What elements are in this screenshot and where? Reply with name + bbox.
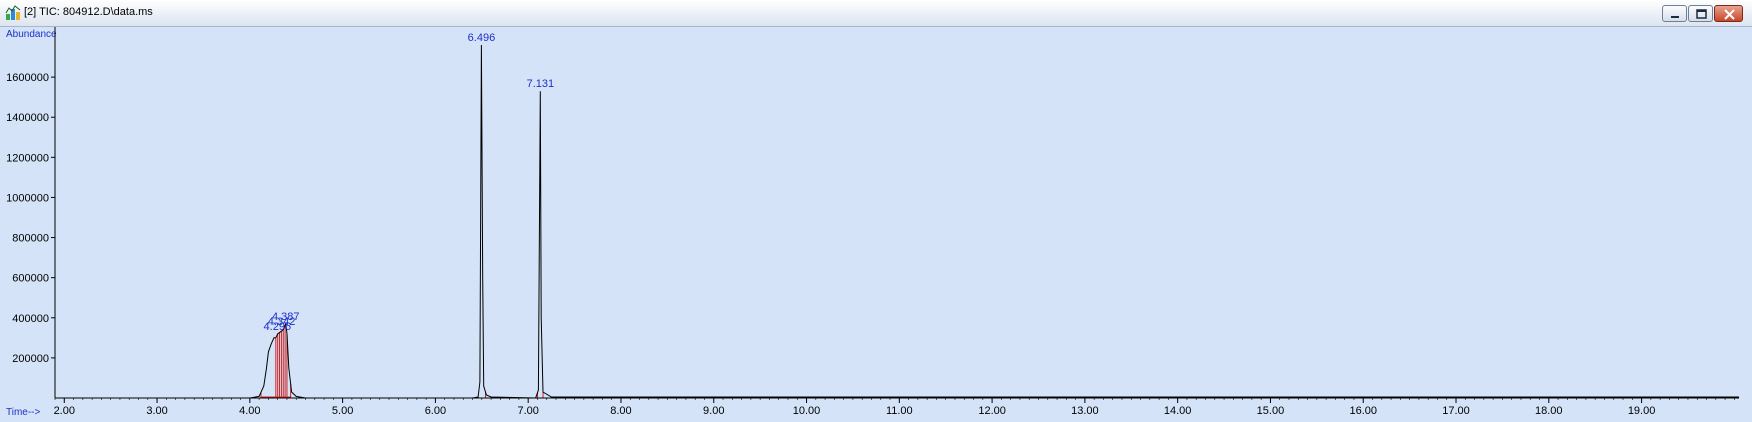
y-tick-label: 1000000 xyxy=(6,192,49,204)
x-tick-label: 8.00 xyxy=(610,405,631,417)
x-tick-label: 5.00 xyxy=(332,405,353,417)
x-tick-label: 7.00 xyxy=(517,405,538,417)
y-tick-label: 200000 xyxy=(12,353,49,365)
window-title: [2] TIC: 804912.D\data.ms xyxy=(24,6,153,18)
x-tick-label: 4.00 xyxy=(239,405,260,417)
title-bar[interactable]: [2] TIC: 804912.D\data.ms xyxy=(0,0,1752,27)
x-tick-label: 11.00 xyxy=(886,405,913,417)
y-tick-label: 800000 xyxy=(12,233,49,245)
restore-icon xyxy=(1696,9,1707,19)
x-tick-label: 9.00 xyxy=(703,405,724,417)
y-tick-label: 1400000 xyxy=(6,112,49,124)
x-tick-label: 15.00 xyxy=(1257,405,1285,417)
peak-label: 4.296 xyxy=(264,321,292,333)
peak-label: 7.131 xyxy=(527,78,555,90)
chromatogram-app-icon xyxy=(5,5,21,20)
y-axis-title: Abundance xyxy=(6,29,57,40)
restore-button[interactable] xyxy=(1688,5,1713,22)
minimize-icon xyxy=(1671,16,1679,18)
x-tick-label: 16.00 xyxy=(1349,405,1377,417)
x-tick-label: 10.00 xyxy=(793,405,821,417)
series-line xyxy=(55,44,1739,399)
axis-lines xyxy=(54,27,1739,399)
x-axis: 2.00 3.00 4.00 5.00 6.00 7.00 8.00 9.00 10.00 11.… xyxy=(54,398,1735,417)
peak-label: 4.342 xyxy=(268,316,296,328)
x-tick-label: 6.00 xyxy=(425,405,446,417)
peak-label: 6.496 xyxy=(468,32,496,44)
y-tick-label: 400000 xyxy=(12,313,49,325)
x-tick-label: 13.00 xyxy=(1071,405,1099,417)
x-tick-label: 12.00 xyxy=(978,405,1006,417)
close-button[interactable] xyxy=(1714,5,1743,22)
peak-label: 4.387 xyxy=(272,311,300,323)
chromatogram-plot[interactable]: Abundance Time--> 200000 400000 600000 8000… xyxy=(0,27,1752,422)
x-tick-label: 14.00 xyxy=(1164,405,1192,417)
y-axis: 200000 400000 600000 800000 1000000 1200000 14… xyxy=(6,72,55,365)
x-tick-label: 19.00 xyxy=(1628,405,1656,417)
x-axis-title: Time--> xyxy=(6,407,41,418)
minimize-button[interactable] xyxy=(1662,5,1687,22)
x-tick-label: 2.00 xyxy=(54,405,75,417)
y-tick-label: 1200000 xyxy=(6,152,49,164)
y-tick-label: 600000 xyxy=(12,273,49,285)
x-tick-label: 17.00 xyxy=(1442,405,1470,417)
close-icon xyxy=(1724,9,1735,20)
x-tick-label: 18.00 xyxy=(1535,405,1563,417)
x-tick-label: 3.00 xyxy=(146,405,167,417)
y-tick-label: 1600000 xyxy=(6,72,49,84)
plot-background xyxy=(0,27,1752,422)
tic-trace xyxy=(55,44,1739,399)
